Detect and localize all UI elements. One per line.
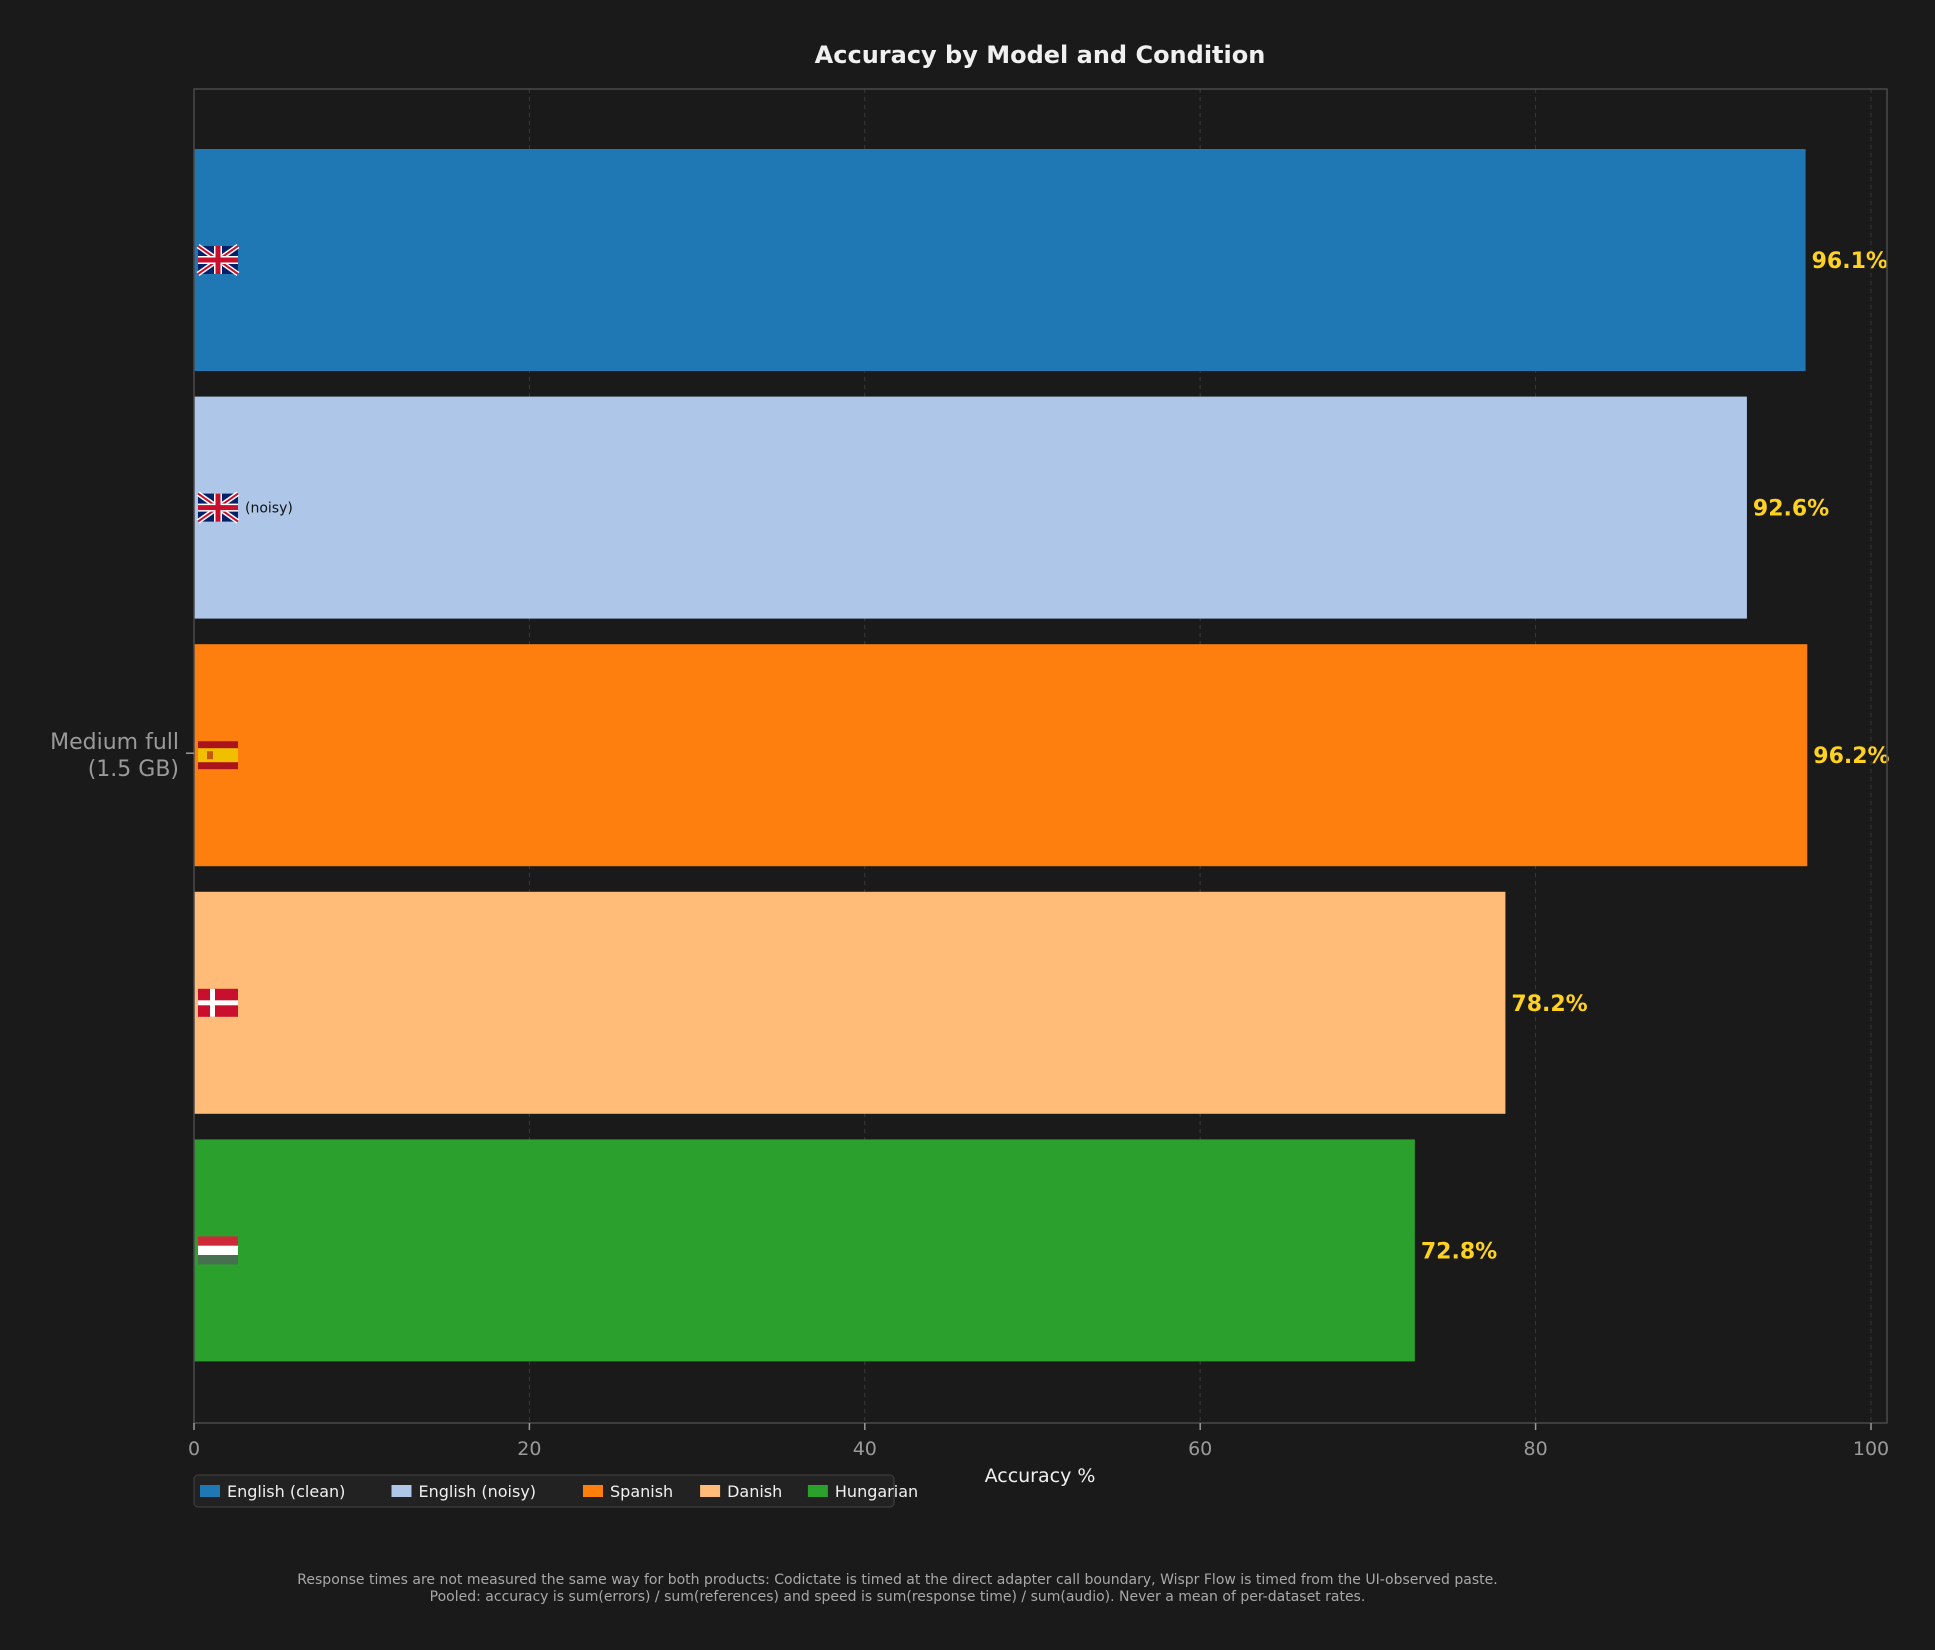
spain-flag-icon [198, 741, 238, 770]
legend-entry: Hungarian [835, 1482, 918, 1501]
x-axis-label: Accuracy % [985, 1465, 1096, 1487]
footnote-pooling: Pooled: accuracy is sum(errors) / sum(re… [429, 1589, 1366, 1605]
value-label: 72.8% [1421, 1239, 1497, 1264]
value-label: 92.6% [1753, 497, 1829, 522]
y-group-label-line: (1.5 GB) [88, 757, 179, 782]
bar-inner-label: (noisy) [245, 501, 293, 517]
x-tick-label: 60 [1188, 1438, 1212, 1460]
legend-swatch [807, 1485, 828, 1497]
chart-title: Accuracy by Model and Condition [815, 41, 1266, 69]
legend-swatch [700, 1485, 721, 1497]
bar-spanish [194, 644, 1808, 867]
value-label: 96.2% [1813, 744, 1889, 769]
value-label: 78.2% [1511, 992, 1587, 1017]
plot-frame [193, 88, 1888, 1424]
y-axis-group-label: Medium full(1.5 GB) [50, 730, 194, 782]
value-label: 96.1% [1812, 249, 1888, 274]
legend-box [193, 1474, 895, 1508]
x-tick-label: 100 [1853, 1438, 1889, 1460]
x-tick-label: 80 [1524, 1438, 1548, 1460]
bar-english-noisy- [194, 396, 1747, 619]
bars-group: 96.1% (noisy) 92.6% 96.2% 78.2% 72.8% [194, 149, 1890, 1362]
x-axis-ticks: 0 20 40 60 80 100 [188, 1423, 1889, 1460]
uk-flag-icon [196, 491, 240, 524]
uk-flag-icon [196, 243, 240, 277]
legend-entry: English (clean) [227, 1482, 345, 1501]
y-group-label-line: Medium full [50, 730, 179, 755]
hungary-flag-icon [198, 1236, 238, 1265]
x-tick-label: 20 [517, 1438, 541, 1460]
bar-english-clean- [194, 149, 1806, 371]
footnote-timing: Response times are not measured the same… [297, 1572, 1498, 1588]
bar-danish [194, 891, 1506, 1114]
legend-entry: English (noisy) [419, 1482, 537, 1501]
bar-hungarian [194, 1139, 1415, 1362]
legend: English (clean) English (noisy) Spanish Dan… [193, 1474, 918, 1508]
x-tick-label: 0 [188, 1438, 200, 1460]
legend-swatch [391, 1485, 412, 1497]
denmark-flag-icon [198, 988, 238, 1017]
legend-swatch [583, 1485, 603, 1497]
legend-entry: Spanish [610, 1482, 673, 1501]
x-tick-label: 40 [853, 1438, 877, 1460]
legend-entry: Danish [727, 1482, 782, 1501]
legend-swatch [200, 1485, 220, 1497]
